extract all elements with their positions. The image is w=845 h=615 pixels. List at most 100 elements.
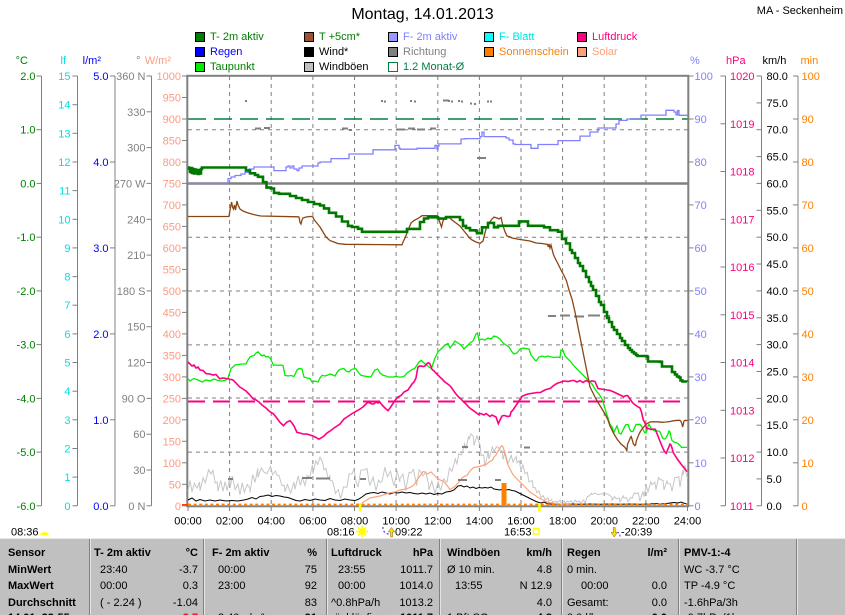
svg-text:-2.0: -2.0 — [17, 286, 36, 298]
svg-text:6: 6 — [64, 329, 70, 341]
svg-text:150: 150 — [163, 436, 181, 448]
svg-text:13: 13 — [58, 128, 70, 140]
svg-text:25.0: 25.0 — [767, 367, 788, 379]
svg-text:0: 0 — [695, 501, 701, 513]
svg-text:1: 1 — [64, 472, 70, 484]
svg-text:2: 2 — [64, 444, 70, 456]
svg-text:600: 600 — [163, 243, 181, 255]
svg-text:850: 850 — [163, 136, 181, 148]
svg-text:7: 7 — [64, 300, 70, 312]
svg-text:40: 40 — [695, 329, 707, 341]
svg-text:km/h: km/h — [763, 55, 787, 67]
svg-text:8: 8 — [64, 272, 70, 284]
svg-text:60: 60 — [802, 243, 814, 255]
svg-text:300: 300 — [163, 372, 181, 384]
svg-text:900: 900 — [163, 114, 181, 126]
svg-text:%: % — [690, 55, 700, 67]
svg-text:500: 500 — [163, 286, 181, 298]
svg-text:1020: 1020 — [730, 71, 754, 83]
svg-text:270 W: 270 W — [114, 178, 146, 190]
svg-text:14:00: 14:00 — [466, 516, 494, 528]
svg-text:50: 50 — [169, 479, 181, 491]
svg-text:-1.0: -1.0 — [17, 232, 36, 244]
svg-text:0: 0 — [175, 501, 181, 513]
svg-text:1012: 1012 — [730, 453, 754, 465]
svg-text:5.0: 5.0 — [93, 71, 108, 83]
svg-text:1011: 1011 — [730, 501, 754, 513]
svg-text:10:00: 10:00 — [382, 516, 410, 528]
svg-text:1015: 1015 — [730, 310, 754, 322]
svg-text:0.0: 0.0 — [767, 501, 782, 513]
svg-text:90: 90 — [695, 114, 707, 126]
svg-text:09:22: 09:22 — [395, 527, 423, 539]
svg-text:450: 450 — [163, 307, 181, 319]
svg-text:1013: 1013 — [730, 405, 754, 417]
svg-text:50.0: 50.0 — [767, 232, 788, 244]
svg-text:80: 80 — [802, 157, 814, 169]
svg-text:1018: 1018 — [730, 167, 754, 179]
svg-text:0: 0 — [64, 501, 70, 513]
svg-text:04:00: 04:00 — [257, 516, 285, 528]
svg-text:-3.0: -3.0 — [17, 340, 36, 352]
svg-text:70: 70 — [802, 200, 814, 212]
svg-text:150: 150 — [127, 322, 145, 334]
svg-text:40.0: 40.0 — [767, 286, 788, 298]
svg-text:3.0: 3.0 — [93, 243, 108, 255]
svg-text:180 S: 180 S — [117, 286, 146, 298]
svg-text:350: 350 — [163, 350, 181, 362]
svg-text:10.0: 10.0 — [767, 447, 788, 459]
svg-text:08:36: 08:36 — [11, 527, 39, 539]
svg-text:100: 100 — [802, 71, 820, 83]
svg-text:0 N: 0 N — [128, 501, 145, 513]
svg-text:0.0: 0.0 — [93, 501, 108, 513]
svg-text:700: 700 — [163, 200, 181, 212]
svg-text:11: 11 — [59, 186, 70, 198]
svg-text:W/m²: W/m² — [145, 55, 172, 67]
svg-text:75.0: 75.0 — [767, 98, 788, 110]
svg-text:30: 30 — [695, 372, 707, 384]
svg-text:9: 9 — [64, 243, 70, 255]
svg-text:08:16: 08:16 — [327, 527, 355, 539]
svg-text:12: 12 — [58, 157, 70, 169]
svg-text:2.0: 2.0 — [93, 329, 108, 341]
svg-text:lf: lf — [61, 55, 67, 67]
svg-text:08:00: 08:00 — [341, 516, 369, 528]
svg-text:45.0: 45.0 — [767, 259, 788, 271]
svg-text:5: 5 — [64, 358, 70, 370]
svg-text:50: 50 — [802, 286, 814, 298]
svg-text:30: 30 — [133, 465, 145, 477]
svg-text:-20:39: -20:39 — [621, 527, 652, 539]
svg-text:-5.0: -5.0 — [17, 447, 36, 459]
svg-text:20: 20 — [695, 415, 707, 427]
svg-text:02:00: 02:00 — [216, 516, 244, 528]
svg-text:1019: 1019 — [730, 119, 754, 131]
svg-text:06:00: 06:00 — [299, 516, 327, 528]
svg-text:950: 950 — [163, 93, 181, 105]
svg-text:360 N: 360 N — [116, 71, 145, 83]
svg-text:l/m²: l/m² — [83, 55, 102, 67]
svg-text:-4.0: -4.0 — [17, 393, 36, 405]
svg-text:22:00: 22:00 — [632, 516, 660, 528]
svg-text:10: 10 — [58, 214, 70, 226]
svg-text:min: min — [801, 55, 819, 67]
svg-text:3: 3 — [64, 415, 70, 427]
svg-text:30: 30 — [802, 372, 814, 384]
svg-text:-6.0: -6.0 — [17, 501, 36, 513]
svg-text:120: 120 — [127, 358, 145, 370]
svg-text:2.0: 2.0 — [20, 71, 35, 83]
svg-text:70: 70 — [695, 200, 707, 212]
svg-text:1.0: 1.0 — [93, 415, 108, 427]
svg-text:90 O: 90 O — [122, 393, 146, 405]
svg-text:14: 14 — [58, 100, 70, 112]
svg-text:24:00: 24:00 — [674, 516, 702, 528]
svg-text:60: 60 — [695, 243, 707, 255]
svg-text:200: 200 — [163, 415, 181, 427]
svg-text:30.0: 30.0 — [767, 340, 788, 352]
svg-text:1.0: 1.0 — [20, 125, 35, 137]
svg-text:90: 90 — [802, 114, 814, 126]
svg-text:15: 15 — [58, 71, 70, 83]
svg-text:15.0: 15.0 — [767, 420, 788, 432]
svg-text:80.0: 80.0 — [767, 71, 788, 83]
svg-text:°C: °C — [16, 55, 28, 67]
svg-text:10: 10 — [802, 458, 814, 470]
